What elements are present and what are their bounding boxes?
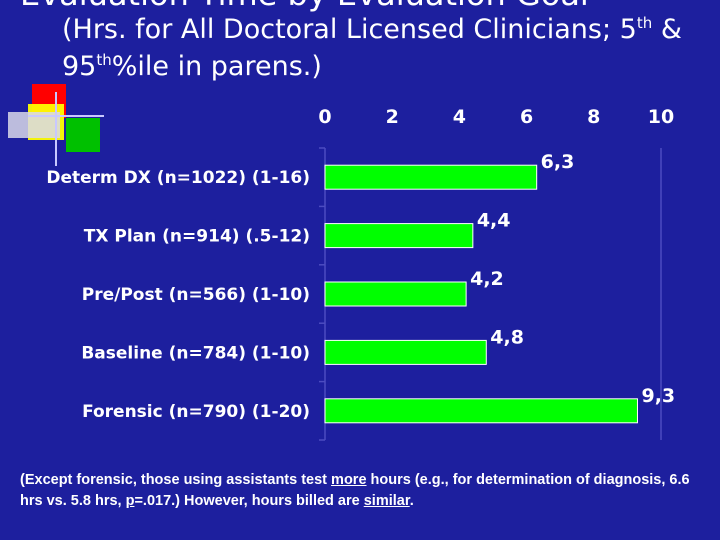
bar [324, 281, 467, 307]
bar [324, 398, 638, 424]
subtitle-part: (Hrs. for All Doctoral Licensed Clinicia… [62, 14, 637, 45]
x-tick-label: 0 [318, 106, 331, 128]
subtitle-part: 95 [62, 51, 97, 82]
footnote-emphasis: similar [363, 493, 410, 509]
bar [324, 339, 487, 365]
x-tick-label: 6 [520, 106, 533, 128]
footnote-emphasis: p [125, 493, 135, 509]
category-label: Forensic (n=790) (1-20) [82, 402, 310, 422]
subtitle-part: & [652, 14, 682, 45]
x-tick-label: 8 [587, 106, 600, 128]
x-tick-label: 2 [386, 106, 399, 128]
subtitle-part: %ile in parens.) [111, 51, 322, 82]
category-label: Determ DX (n=1022) (1-16) [46, 168, 310, 188]
x-tick-label: 10 [648, 106, 674, 128]
category-label: Baseline (n=784) (1-10) [81, 343, 310, 363]
footnote: (Except forensic, those using assistants… [20, 470, 710, 512]
slide-title: Evaluation Time by Evaluation Goal [20, 0, 720, 14]
footnote-text: . [409, 493, 414, 509]
bar [324, 223, 474, 249]
subtitle-superscript: th [96, 51, 112, 69]
footnote-text: =.017.) However, hours billed are [134, 493, 364, 509]
logo-icon [8, 84, 104, 166]
data-label: 9,3 [641, 385, 675, 407]
category-label: Pre/Post (n=566) (1-10) [82, 285, 310, 305]
bar [324, 164, 538, 190]
data-label: 4,8 [490, 326, 524, 348]
subtitle-superscript: th [636, 14, 653, 32]
x-tick-label: 4 [453, 106, 466, 128]
bar-chart: 0 2 4 6 8 10 Determ DX (n=1022) (1-16) 6,3 TX Pl… [46, 106, 675, 441]
slide-subtitle: (Hrs. for All Doctoral Licensed Clinicia… [62, 8, 720, 82]
data-label: 4,2 [470, 268, 504, 290]
footnote-text: (Except forensic, those using assistants… [20, 472, 332, 488]
category-label: TX Plan (n=914) (.5-12) [84, 227, 310, 247]
data-label: 6,3 [541, 151, 575, 173]
footnote-emphasis: more [331, 472, 367, 488]
data-label: 4,4 [477, 210, 511, 232]
footnote-text: hours (e.g., for determination of diagno… [20, 472, 690, 509]
